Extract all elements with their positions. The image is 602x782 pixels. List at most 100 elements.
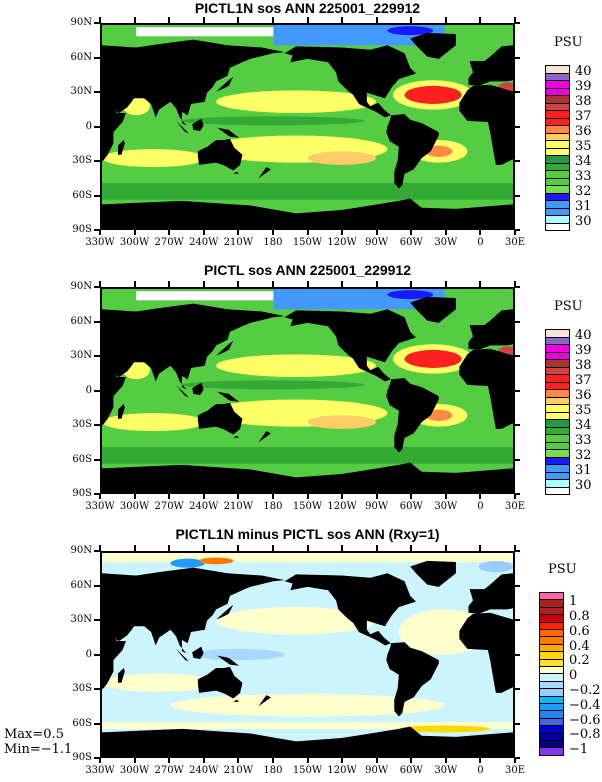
legend-label: 34	[575, 417, 592, 433]
x-tick-label: 240W	[189, 501, 219, 512]
x-tick-label: 150W	[292, 501, 323, 512]
land-mask	[102, 39, 285, 126]
x-tick	[202, 545, 205, 551]
x-tick	[306, 545, 309, 551]
land-mask	[176, 648, 189, 662]
legend-label: 39	[575, 78, 592, 94]
y-tick-label: 90S	[72, 224, 92, 235]
x-tick-bottom	[410, 494, 413, 499]
x-tick-label: 210W	[223, 237, 254, 248]
land-mask	[102, 726, 513, 756]
x-tick	[514, 281, 516, 287]
x-tick-bottom	[410, 758, 413, 763]
x-tick-bottom	[375, 758, 378, 763]
x-tick-label: 60W	[399, 765, 423, 776]
x-tick-bottom	[168, 230, 171, 235]
legend-label: 37	[575, 108, 592, 124]
x-tick-bottom	[306, 230, 309, 235]
y-tick-right	[515, 160, 520, 162]
y-tick-right	[515, 286, 520, 288]
legend-label: 32	[575, 447, 592, 463]
x-tick-bottom	[410, 230, 413, 235]
x-tick-bottom	[375, 494, 378, 499]
x-tick	[514, 17, 516, 23]
land-mask	[459, 348, 513, 429]
land-mask	[284, 309, 416, 382]
land-mask	[233, 699, 239, 702]
ocean-field	[181, 116, 365, 126]
land-mask	[468, 573, 513, 614]
y-tick-label: 60N	[70, 315, 92, 327]
y-tick	[94, 160, 100, 162]
x-tick	[514, 545, 516, 551]
x-tick-bottom	[341, 494, 344, 499]
y-tick	[94, 722, 100, 725]
legend-unit: PSU	[554, 35, 583, 50]
ocean-field	[102, 446, 513, 464]
ocean-field	[216, 607, 376, 635]
x-tick	[306, 17, 309, 23]
ocean-field	[102, 673, 217, 692]
ocean-field	[387, 290, 434, 300]
legend-label: 33	[575, 168, 592, 184]
x-tick-bottom	[514, 494, 516, 499]
x-tick-bottom	[479, 494, 482, 499]
legend-swatch	[545, 486, 570, 495]
x-tick-bottom	[271, 758, 274, 763]
y-tick-right	[515, 550, 520, 552]
ocean-field	[193, 648, 285, 661]
x-tick-bottom	[202, 494, 205, 499]
legend-label: −1	[569, 742, 589, 758]
land-mask	[197, 666, 243, 699]
legend-unit: PSU	[548, 562, 577, 577]
x-tick	[410, 545, 413, 551]
legend-label: 0	[569, 668, 578, 684]
x-tick-bottom	[444, 230, 447, 235]
land-mask	[117, 140, 125, 155]
y-tick-right	[515, 125, 520, 128]
y-tick-right	[515, 320, 520, 323]
x-tick-bottom	[375, 230, 378, 235]
y-tick	[94, 286, 100, 288]
ocean-field	[136, 27, 274, 37]
x-tick	[375, 281, 378, 287]
x-tick-label: 300W	[119, 765, 150, 776]
legend-label: 34	[575, 153, 592, 169]
y-tick-label: 90N	[70, 17, 92, 28]
legend-label: −0.2	[569, 682, 601, 698]
x-tick	[341, 545, 344, 551]
y-tick-label: 30N	[70, 350, 92, 361]
x-tick-label: 210W	[223, 501, 254, 512]
x-tick-label: 60W	[399, 501, 423, 512]
ocean-field	[478, 560, 513, 573]
x-tick-label: 0	[477, 765, 484, 776]
land-mask	[258, 695, 271, 707]
x-tick	[133, 545, 136, 551]
x-tick	[444, 281, 447, 287]
y-tick-right	[515, 229, 520, 231]
y-tick	[94, 229, 100, 231]
x-tick-label: 120W	[327, 501, 357, 512]
land-mask	[386, 642, 439, 717]
land-mask	[410, 32, 456, 59]
x-tick	[444, 545, 447, 551]
y-tick-label: 0	[85, 120, 92, 132]
x-tick	[375, 17, 378, 23]
land-mask	[258, 431, 271, 443]
x-tick-bottom	[99, 494, 101, 499]
x-tick-bottom	[237, 230, 240, 235]
land-mask	[468, 45, 513, 86]
panel-title: PICTL1N minus PICTL sos ANN (Rxy=1)	[175, 526, 440, 542]
x-tick-bottom	[341, 230, 344, 235]
x-tick-label: 300W	[119, 237, 150, 248]
x-tick-bottom	[237, 494, 240, 499]
x-tick	[133, 281, 136, 287]
y-tick	[94, 194, 100, 197]
y-tick-right	[515, 493, 520, 495]
y-tick-right	[515, 56, 520, 59]
x-tick-bottom	[133, 758, 136, 763]
land-mask	[102, 567, 285, 654]
land-mask	[192, 118, 204, 132]
x-tick-label: 90W	[365, 501, 389, 512]
land-mask	[197, 402, 243, 435]
